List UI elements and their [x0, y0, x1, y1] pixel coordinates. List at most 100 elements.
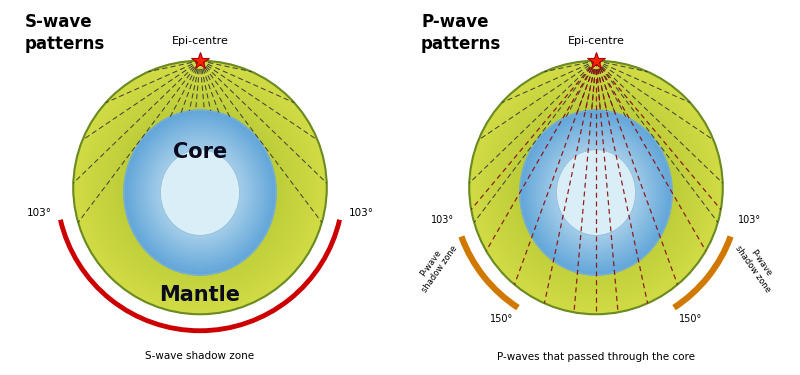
Circle shape [543, 135, 649, 240]
Text: 103°: 103° [738, 215, 762, 225]
Circle shape [107, 94, 293, 280]
Circle shape [120, 107, 280, 268]
Ellipse shape [570, 165, 622, 220]
Circle shape [134, 122, 266, 253]
Circle shape [556, 147, 636, 228]
Circle shape [526, 118, 666, 257]
Circle shape [573, 164, 619, 211]
Ellipse shape [153, 141, 247, 244]
Circle shape [493, 84, 699, 291]
Circle shape [156, 143, 244, 232]
Ellipse shape [523, 114, 669, 272]
Circle shape [97, 84, 303, 291]
Circle shape [164, 152, 236, 224]
Circle shape [520, 111, 672, 264]
Circle shape [154, 141, 246, 234]
Circle shape [486, 78, 706, 297]
Circle shape [84, 71, 316, 304]
Circle shape [141, 128, 259, 247]
Text: 150°: 150° [679, 314, 702, 324]
Ellipse shape [142, 130, 258, 255]
Ellipse shape [197, 189, 203, 196]
Circle shape [533, 124, 659, 251]
Ellipse shape [180, 171, 220, 214]
Circle shape [196, 183, 204, 192]
Text: S-wave
patterns: S-wave patterns [25, 13, 106, 53]
Circle shape [524, 116, 668, 260]
Ellipse shape [141, 128, 259, 257]
Text: P-wave
patterns: P-wave patterns [421, 13, 502, 53]
Circle shape [92, 80, 308, 295]
Circle shape [510, 101, 682, 274]
Ellipse shape [587, 183, 605, 203]
Ellipse shape [582, 178, 610, 207]
Circle shape [534, 126, 658, 249]
Text: Core: Core [173, 142, 227, 162]
Ellipse shape [154, 143, 246, 242]
Ellipse shape [572, 166, 620, 219]
Circle shape [499, 90, 693, 285]
Ellipse shape [557, 150, 635, 236]
Circle shape [143, 130, 257, 244]
Circle shape [151, 139, 249, 236]
Ellipse shape [593, 189, 599, 196]
Circle shape [128, 116, 272, 260]
Ellipse shape [168, 158, 232, 227]
Ellipse shape [190, 181, 210, 204]
Ellipse shape [559, 153, 633, 232]
Circle shape [579, 171, 613, 204]
Ellipse shape [590, 186, 602, 199]
Circle shape [145, 133, 255, 242]
Ellipse shape [146, 133, 254, 252]
Circle shape [191, 179, 209, 196]
Circle shape [474, 65, 718, 310]
Ellipse shape [165, 154, 235, 231]
Circle shape [505, 97, 687, 278]
Ellipse shape [186, 178, 214, 207]
Circle shape [471, 63, 721, 312]
Ellipse shape [540, 132, 652, 254]
Ellipse shape [151, 140, 249, 245]
Circle shape [130, 118, 270, 257]
Circle shape [78, 65, 322, 310]
Circle shape [168, 156, 232, 219]
Circle shape [187, 175, 213, 200]
Circle shape [570, 162, 622, 213]
Ellipse shape [542, 133, 650, 252]
Ellipse shape [130, 117, 270, 268]
Circle shape [75, 63, 325, 312]
Ellipse shape [133, 120, 267, 265]
Circle shape [174, 162, 226, 213]
Circle shape [118, 105, 282, 270]
Circle shape [114, 101, 286, 274]
Ellipse shape [569, 163, 623, 222]
Circle shape [507, 99, 685, 276]
Circle shape [569, 160, 623, 215]
Circle shape [582, 173, 610, 202]
Circle shape [150, 137, 250, 238]
Ellipse shape [532, 123, 660, 262]
Ellipse shape [567, 161, 625, 224]
Circle shape [564, 156, 628, 219]
Ellipse shape [552, 145, 640, 240]
Circle shape [147, 135, 253, 240]
Ellipse shape [579, 174, 613, 211]
Circle shape [181, 168, 219, 207]
Circle shape [558, 150, 634, 225]
Ellipse shape [163, 153, 237, 232]
Ellipse shape [185, 176, 215, 209]
Circle shape [518, 110, 674, 266]
Ellipse shape [591, 188, 601, 198]
Circle shape [90, 78, 310, 297]
Circle shape [94, 82, 306, 293]
Circle shape [554, 145, 638, 230]
Ellipse shape [564, 158, 628, 227]
Ellipse shape [171, 161, 229, 224]
Ellipse shape [525, 115, 667, 270]
Ellipse shape [194, 186, 206, 199]
Circle shape [126, 114, 274, 261]
Circle shape [501, 92, 691, 283]
Circle shape [480, 71, 712, 304]
Ellipse shape [138, 125, 262, 260]
Ellipse shape [584, 179, 608, 206]
